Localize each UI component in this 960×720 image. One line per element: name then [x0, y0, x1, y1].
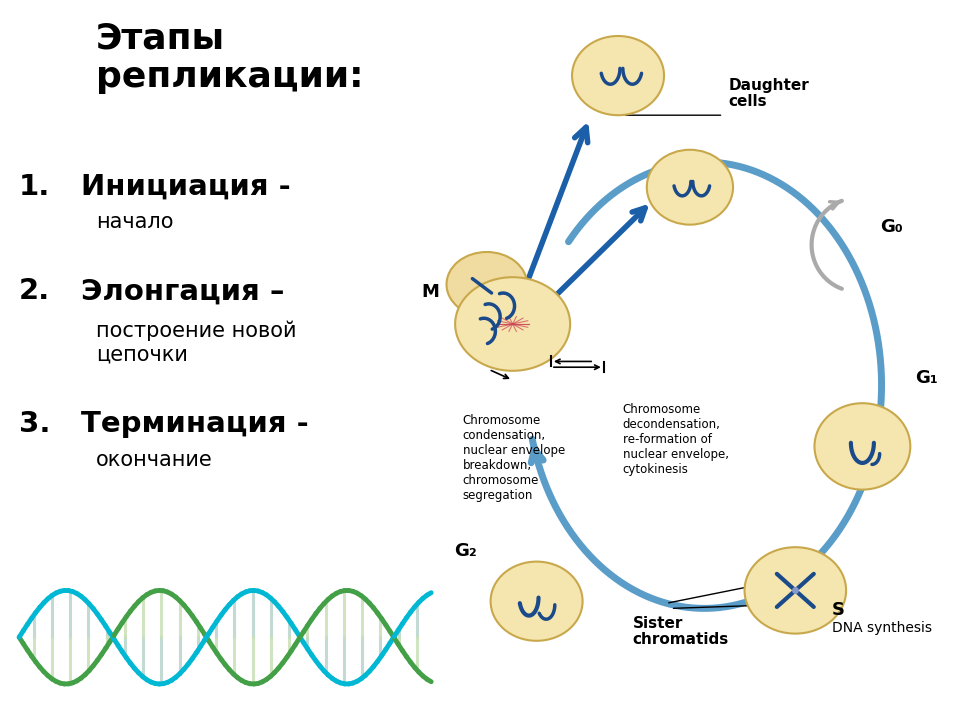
Ellipse shape	[455, 277, 570, 371]
Ellipse shape	[814, 403, 910, 490]
Text: G₀: G₀	[879, 217, 902, 236]
Text: Этапы
репликации:: Этапы репликации:	[96, 22, 363, 94]
Text: Daughter
cells: Daughter cells	[729, 78, 809, 109]
Ellipse shape	[572, 36, 664, 115]
Text: 2.: 2.	[19, 277, 51, 305]
Text: окончание: окончание	[96, 450, 212, 470]
Text: G₂: G₂	[454, 542, 477, 560]
Text: DNA synthesis: DNA synthesis	[831, 621, 932, 635]
Text: G₁: G₁	[915, 369, 938, 387]
Ellipse shape	[446, 252, 527, 317]
Text: Терминация -: Терминация -	[82, 410, 309, 438]
Text: Sister
chromatids: Sister chromatids	[633, 616, 729, 647]
Ellipse shape	[745, 547, 846, 634]
Text: начало: начало	[96, 212, 174, 233]
Text: Chromosome
condensation,
nuclear envelope
breakdown,
chromosome
segregation: Chromosome condensation, nuclear envelop…	[463, 414, 565, 502]
Text: Инициация -: Инициация -	[82, 173, 291, 201]
Ellipse shape	[647, 150, 733, 225]
Text: 3.: 3.	[19, 410, 51, 438]
Text: построение новой
цепочки: построение новой цепочки	[96, 320, 297, 365]
Text: S: S	[831, 600, 845, 619]
Ellipse shape	[491, 562, 583, 641]
Text: Chromosome
decondensation,
re-formation of
nuclear envelope,
cytokinesis: Chromosome decondensation, re-formation …	[623, 403, 729, 476]
Text: 1.: 1.	[19, 173, 51, 201]
Text: M: M	[421, 283, 439, 301]
Text: Элонгация –: Элонгация –	[82, 277, 285, 305]
